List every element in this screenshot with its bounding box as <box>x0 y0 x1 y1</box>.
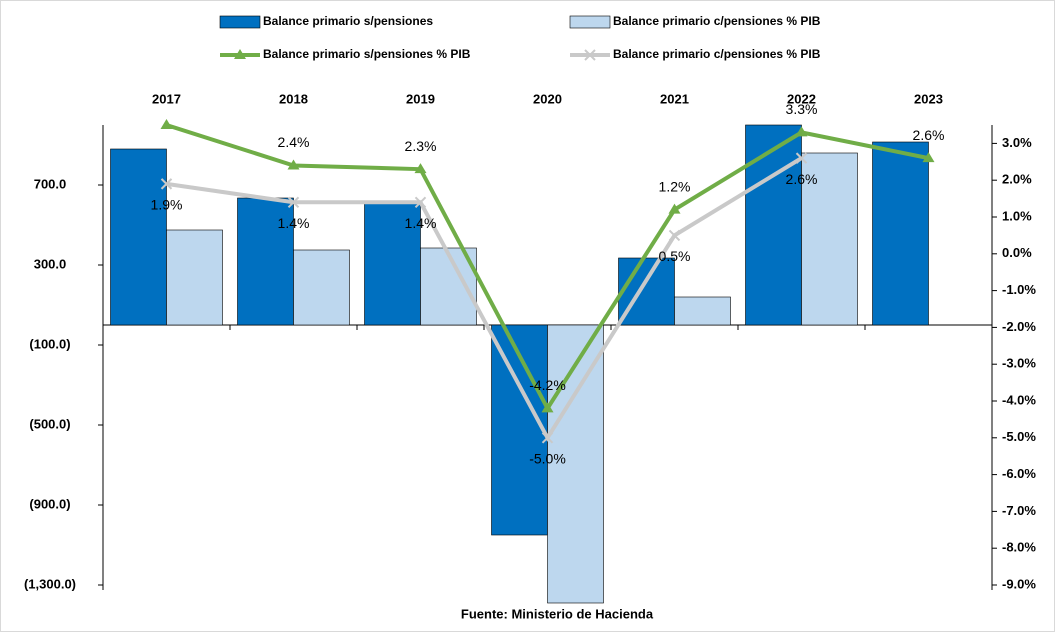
legend-label: Balance primario c/pensiones % PIB <box>613 14 821 28</box>
x-tick-label: 2019 <box>406 91 435 106</box>
legend-label: Balance primario s/pensiones % PIB <box>263 47 471 61</box>
y2-tick-label: 0.0% <box>1002 245 1032 260</box>
x-tick-label: 2020 <box>533 91 562 106</box>
data-label: 2.6% <box>913 127 945 143</box>
bar <box>547 324 604 604</box>
bar <box>110 148 167 326</box>
y2-tick-label: 3.0% <box>1002 135 1032 150</box>
bar <box>745 124 802 326</box>
legend-swatch <box>219 15 261 29</box>
data-label: 1.4% <box>405 215 437 231</box>
bar <box>674 296 731 326</box>
marker <box>668 229 681 242</box>
y-tick-label: (500.0) <box>29 416 70 431</box>
y2-tick-label: 2.0% <box>1002 172 1032 187</box>
marker <box>795 126 808 137</box>
marker <box>541 432 554 444</box>
x-tick-label: 2023 <box>914 91 943 106</box>
data-label: 1.9% <box>151 197 183 213</box>
y-tick-label: (900.0) <box>29 496 70 511</box>
data-label: -5.0% <box>529 451 566 467</box>
y2-tick-label: -2.0% <box>1002 319 1036 334</box>
marker <box>414 196 427 208</box>
marker <box>414 163 427 174</box>
y2-tick-label: -9.0% <box>1002 576 1036 591</box>
legend-label: Balance primario s/pensiones <box>263 14 433 28</box>
y2-tick-label: -7.0% <box>1002 503 1036 518</box>
x-tick-label: 2021 <box>660 91 689 106</box>
marker <box>584 49 596 61</box>
y-tick-label: (1,300.0) <box>24 576 76 591</box>
line <box>166 156 803 442</box>
bar <box>491 324 548 536</box>
bar <box>618 257 675 326</box>
x-tick-label: 2017 <box>152 91 181 106</box>
y2-tick-label: -5.0% <box>1002 429 1036 444</box>
x-tick-label: 2022 <box>787 91 816 106</box>
y2-tick-label: -4.0% <box>1002 392 1036 407</box>
marker <box>160 178 173 190</box>
y-tick-label: (100.0) <box>29 336 70 351</box>
source: Fuente: Ministerio de Hacienda <box>461 606 654 621</box>
data-label: 1.4% <box>278 215 310 231</box>
y2-tick-label: -1.0% <box>1002 282 1036 297</box>
marker <box>922 152 935 163</box>
y2-tick-label: -6.0% <box>1002 466 1036 481</box>
marker <box>160 119 173 129</box>
y-tick-label: 700.0 <box>34 176 67 191</box>
legend-label: Balance primario c/pensiones % PIB <box>613 47 821 61</box>
y2-tick-label: -3.0% <box>1002 356 1036 371</box>
data-label: 2.6% <box>786 171 818 187</box>
data-label: -4.2% <box>529 377 566 393</box>
legend-swatch <box>569 15 611 29</box>
marker <box>795 152 808 164</box>
marker <box>668 203 681 214</box>
data-label: 2.4% <box>278 134 310 150</box>
y-tick-label: 300.0 <box>34 256 67 271</box>
y2-tick-label: 1.0% <box>1002 208 1032 223</box>
marker <box>541 402 554 413</box>
marker <box>234 49 246 59</box>
marker <box>287 159 300 170</box>
marker <box>287 196 300 208</box>
bar <box>801 152 858 326</box>
y2-tick-label: -8.0% <box>1002 540 1036 555</box>
data-label: 1.2% <box>659 178 691 194</box>
bar <box>872 141 929 326</box>
bar <box>166 229 223 326</box>
data-label: 2.3% <box>405 138 437 154</box>
x-tick-label: 2018 <box>279 91 308 106</box>
data-label: 0.5% <box>659 248 691 264</box>
data-label: 3.3% <box>786 101 818 117</box>
bar <box>364 201 421 326</box>
bar <box>293 249 350 326</box>
